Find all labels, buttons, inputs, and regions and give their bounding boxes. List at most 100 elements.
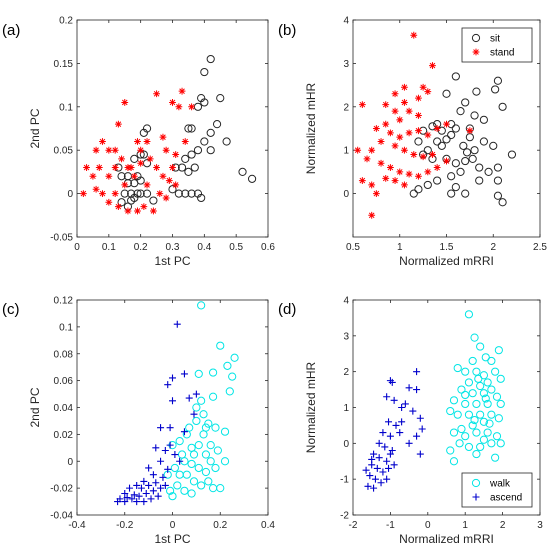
data-point bbox=[133, 498, 141, 506]
data-point bbox=[474, 374, 483, 383]
data-point bbox=[413, 368, 421, 376]
data-point bbox=[130, 154, 139, 163]
data-point bbox=[451, 182, 460, 192]
data-point bbox=[392, 421, 400, 429]
data-point bbox=[149, 487, 157, 495]
data-point bbox=[386, 450, 394, 458]
data-point bbox=[121, 99, 129, 106]
x-tick-label: 3 bbox=[537, 520, 543, 531]
data-point bbox=[185, 423, 194, 432]
data-point bbox=[433, 164, 441, 171]
data-point bbox=[382, 120, 390, 128]
data-point bbox=[139, 150, 148, 159]
data-point bbox=[472, 493, 480, 501]
y-tick-label: 0 bbox=[67, 189, 73, 200]
data-point bbox=[461, 367, 470, 376]
data-point bbox=[133, 481, 141, 489]
data-point bbox=[145, 481, 153, 489]
series-walk bbox=[163, 301, 239, 501]
data-point bbox=[451, 72, 460, 81]
y-tick-label: 0 bbox=[343, 189, 349, 200]
data-point bbox=[493, 163, 503, 172]
data-point bbox=[472, 399, 481, 409]
data-point bbox=[447, 130, 456, 140]
data-point bbox=[134, 207, 141, 215]
data-point bbox=[168, 492, 177, 501]
data-point bbox=[133, 189, 142, 198]
data-point bbox=[391, 107, 399, 115]
y-tick-label: 0 bbox=[67, 457, 73, 468]
legend-entry-ascend: ascend bbox=[490, 493, 522, 504]
data-point bbox=[197, 481, 206, 490]
data-point bbox=[145, 464, 153, 472]
x-tick-label: 0.5 bbox=[229, 242, 243, 253]
data-point bbox=[200, 67, 209, 77]
data-point bbox=[415, 94, 422, 102]
data-point bbox=[211, 423, 220, 432]
y-axis-label: Normalized mHR bbox=[304, 82, 318, 174]
data-point bbox=[449, 396, 459, 405]
x-tick-label: 0.2 bbox=[213, 520, 227, 531]
data-point bbox=[451, 124, 460, 133]
data-point bbox=[175, 103, 183, 111]
data-point bbox=[405, 384, 413, 392]
x-tick-label: 1.5 bbox=[440, 242, 454, 253]
data-point bbox=[383, 393, 391, 401]
x-tick-label: 0.1 bbox=[102, 242, 116, 253]
data-point bbox=[368, 211, 376, 219]
data-point bbox=[390, 461, 398, 469]
data-point bbox=[471, 478, 481, 488]
y-tick-label: 0.2 bbox=[59, 16, 73, 27]
data-point bbox=[188, 103, 195, 111]
data-point bbox=[169, 374, 176, 382]
data-point bbox=[187, 150, 196, 159]
data-point bbox=[447, 189, 456, 198]
data-point bbox=[413, 386, 421, 394]
data-point bbox=[446, 406, 455, 416]
data-point bbox=[358, 177, 366, 184]
data-point bbox=[487, 385, 496, 394]
data-point bbox=[105, 146, 113, 154]
data-point bbox=[468, 356, 477, 366]
data-point bbox=[410, 31, 418, 39]
data-point bbox=[159, 172, 167, 180]
data-point bbox=[375, 439, 383, 447]
data-point bbox=[424, 88, 432, 96]
data-point bbox=[453, 410, 462, 419]
data-point bbox=[401, 146, 408, 154]
chart-panel-4: (d) -2 -1 0 1 2 3 -2 -1 0 1 2 3 4 Normalized mRRI Norma… bbox=[278, 296, 543, 547]
data-point bbox=[496, 439, 505, 448]
data-point bbox=[157, 424, 165, 432]
data-point bbox=[461, 156, 470, 166]
data-point bbox=[424, 131, 432, 139]
data-point bbox=[479, 115, 488, 124]
data-point bbox=[172, 181, 180, 189]
data-point bbox=[368, 455, 376, 463]
data-point bbox=[175, 436, 184, 446]
data-point bbox=[190, 163, 199, 172]
data-point bbox=[491, 453, 500, 462]
legend-entry-sit: sit bbox=[490, 34, 500, 45]
data-point bbox=[401, 83, 408, 91]
data-point bbox=[371, 475, 379, 483]
data-point bbox=[390, 396, 398, 404]
data-point bbox=[476, 442, 485, 452]
data-point bbox=[201, 450, 211, 459]
x-tick-label: 0.6 bbox=[261, 242, 275, 253]
data-point bbox=[197, 301, 206, 310]
y-tick-label: 1 bbox=[343, 146, 349, 157]
data-point bbox=[470, 415, 479, 425]
x-tick-label: -0.4 bbox=[68, 520, 86, 531]
y-tick-label: 0.02 bbox=[54, 430, 74, 441]
data-point bbox=[479, 417, 488, 426]
data-point bbox=[496, 374, 505, 383]
y-tick-label: 0.06 bbox=[54, 376, 74, 387]
data-point bbox=[187, 489, 196, 498]
legend: sit stand bbox=[461, 27, 533, 63]
data-point bbox=[461, 432, 470, 441]
data-point bbox=[79, 190, 87, 197]
data-point bbox=[201, 423, 211, 432]
data-point bbox=[481, 394, 490, 403]
y-tick-label: 3 bbox=[343, 59, 349, 70]
data-point bbox=[437, 141, 446, 150]
